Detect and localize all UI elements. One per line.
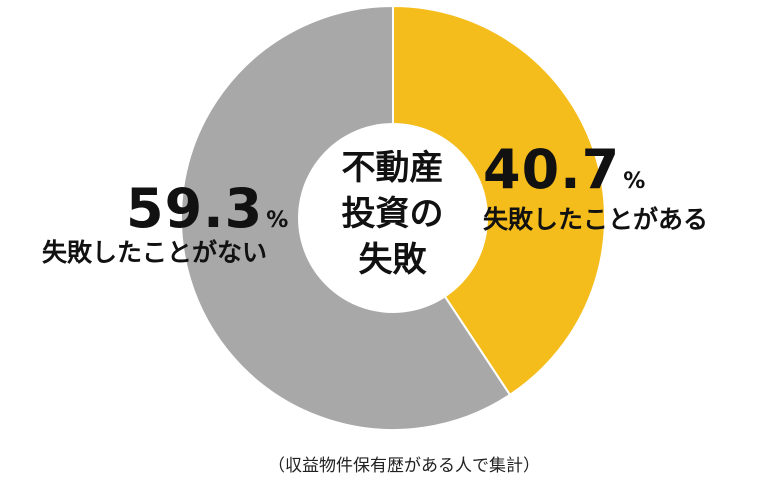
slice-unit-not-failed: % <box>266 208 289 233</box>
slice-label-failed: 40.7% 失敗したことがある <box>483 143 709 234</box>
slice-category-not-failed: 失敗したことがない <box>42 238 268 267</box>
slice-value-failed: 40.7 <box>483 138 621 201</box>
center-title: 不動産 投資の 失敗 <box>300 145 485 283</box>
center-title-line: 投資の <box>341 194 444 234</box>
slice-category-failed: 失敗したことがある <box>483 205 709 234</box>
footnote: （収益物件保有歴がある人で集計） <box>268 456 540 476</box>
center-title-line: 失敗 <box>358 240 427 280</box>
slice-unit-failed: % <box>623 169 646 194</box>
donut-hole <box>298 123 488 313</box>
center-title-line: 不動産 <box>341 148 444 188</box>
slice-category-label-not-failed: 失敗したことがない <box>42 240 267 265</box>
slice-label-not-failed: 59.3% <box>126 182 288 236</box>
slice-value-not-failed: 59.3 <box>126 177 264 240</box>
